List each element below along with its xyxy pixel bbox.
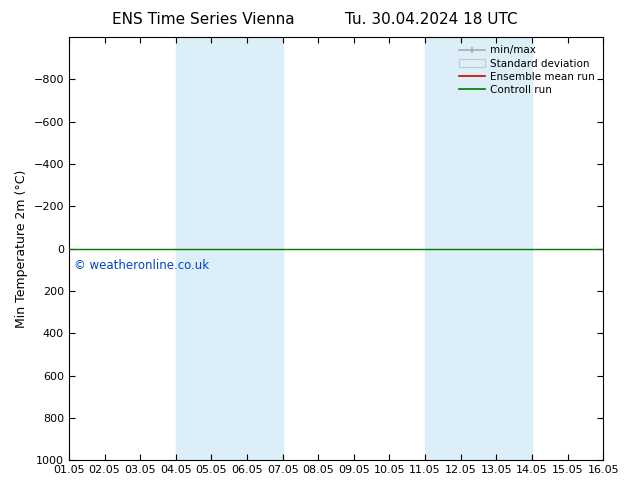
Bar	[425, 37, 532, 460]
Legend: min/max, Standard deviation, Ensemble mean run, Controll run: min/max, Standard deviation, Ensemble me…	[455, 41, 599, 99]
Text: ENS Time Series Vienna: ENS Time Series Vienna	[112, 12, 294, 27]
Bar	[176, 37, 283, 460]
Text: © weatheronline.co.uk: © weatheronline.co.uk	[74, 259, 209, 272]
Text: Tu. 30.04.2024 18 UTC: Tu. 30.04.2024 18 UTC	[345, 12, 517, 27]
Y-axis label: Min Temperature 2m (°C): Min Temperature 2m (°C)	[15, 170, 28, 328]
